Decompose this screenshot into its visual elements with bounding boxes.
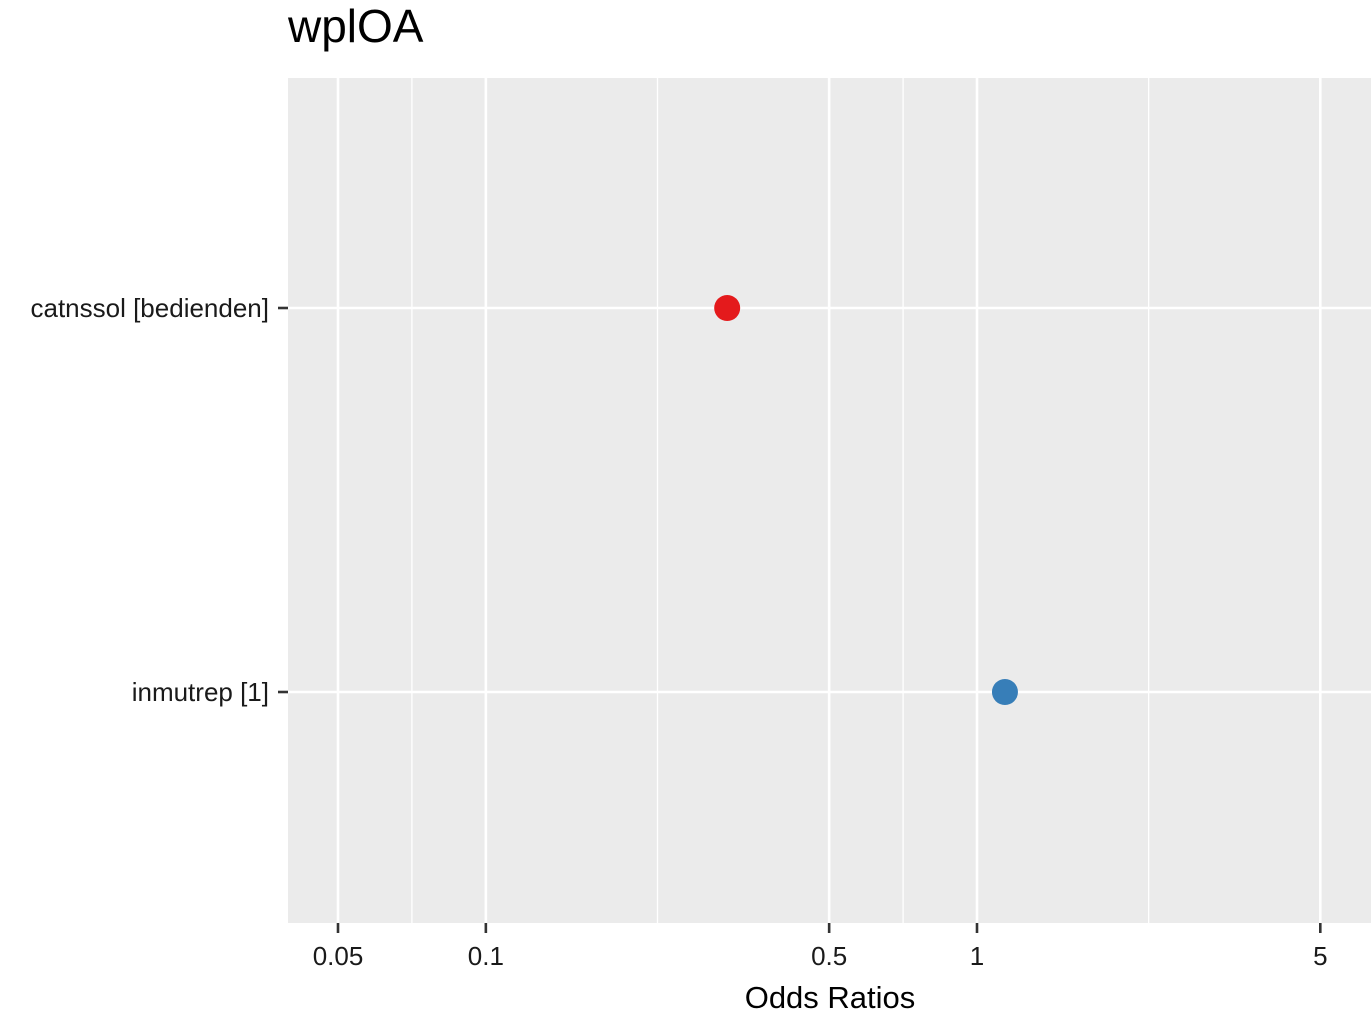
major-gridlines — [336, 78, 1322, 923]
x-tick-label-3: 1 — [970, 941, 984, 971]
y-gridlines — [288, 306, 1371, 694]
x-axis-title: Odds Ratios — [745, 980, 916, 1009]
y-tick-label-1: inmutrep [1] — [132, 677, 269, 707]
data-point-0 — [714, 295, 741, 321]
minor-gridlines — [411, 78, 1150, 923]
x-tick-label-2: 0.5 — [811, 941, 847, 971]
x-tick-label-0: 0.05 — [313, 941, 364, 971]
data-points — [714, 295, 1018, 705]
x-axis: 0.05 0.1 0.5 1 5 — [313, 923, 1328, 971]
data-point-1 — [991, 679, 1018, 705]
y-axis: catnssol [bedienden] inmutrep [1] — [30, 293, 288, 707]
x-tick-label-4: 5 — [1313, 941, 1327, 971]
x-tick-label-1: 0.1 — [468, 941, 504, 971]
chart-title: wplOA — [288, 0, 424, 52]
y-tick-label-0: catnssol [bedienden] — [30, 293, 269, 323]
